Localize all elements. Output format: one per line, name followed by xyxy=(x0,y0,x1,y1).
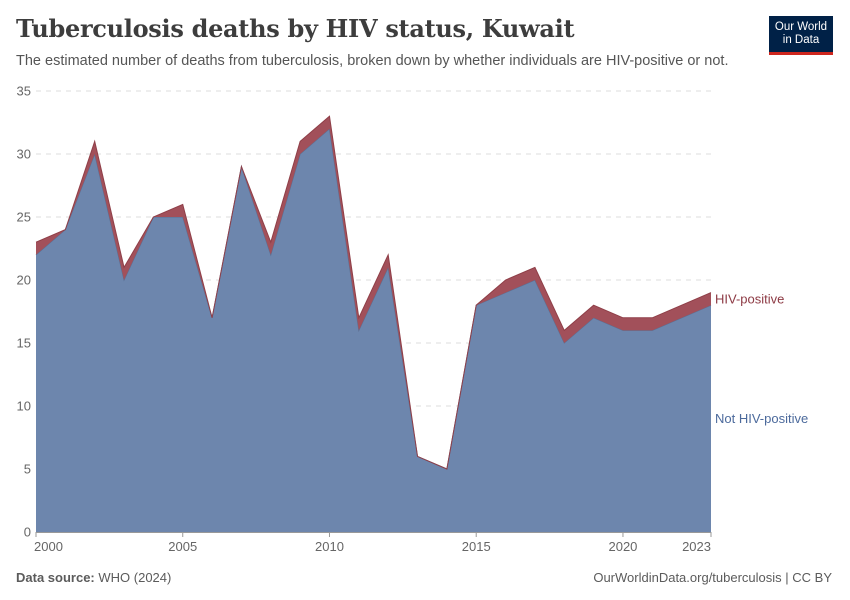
x-tick-label: 2000 xyxy=(34,539,63,554)
logo-line-1: Our World xyxy=(774,21,828,33)
area-layer xyxy=(35,115,712,533)
credit-link[interactable]: OurWorldinData.org/tuberculosis | CC BY xyxy=(593,570,832,585)
x-tick-label: 2015 xyxy=(462,539,491,554)
logo-line-2: in Data xyxy=(782,34,820,46)
y-tick-label: 30 xyxy=(17,147,31,162)
owid-logo[interactable]: Our World in Data xyxy=(769,16,833,55)
line-hiv-positive xyxy=(35,115,712,470)
area-not-hiv-positive[interactable] xyxy=(36,128,711,533)
axis-layer: 0 5 10 15 20 25 30 35 2000 2005 2010 2015 2020 2023 xyxy=(17,84,712,554)
y-tick-label: 20 xyxy=(17,273,31,288)
y-tick-label: 5 xyxy=(24,462,31,477)
series-labels: HIV-positive Not HIV-positive xyxy=(715,291,808,426)
y-tick-label: 15 xyxy=(17,336,31,351)
y-tick-label: 25 xyxy=(17,210,31,225)
area-hiv-positive[interactable] xyxy=(36,116,711,469)
x-tick-label: 2010 xyxy=(315,539,344,554)
chart-title: Tuberculosis deaths by HIV status, Kuwai… xyxy=(16,14,575,43)
data-source: Data source: WHO (2024) xyxy=(16,570,171,585)
chart-subtitle: The estimated number of deaths from tube… xyxy=(16,53,729,69)
y-tick-label: 10 xyxy=(17,399,31,414)
y-tick-label: 0 xyxy=(24,525,31,540)
data-source-label: Data source: xyxy=(16,570,95,585)
x-tick-label: 2020 xyxy=(608,539,637,554)
series-label-not-hiv-positive: Not HIV-positive xyxy=(715,411,808,426)
series-label-hiv-positive: HIV-positive xyxy=(715,291,784,306)
y-tick-label: 35 xyxy=(17,84,31,99)
x-tick-label: 2005 xyxy=(168,539,197,554)
x-tick-label: 2023 xyxy=(682,539,711,554)
data-source-value: WHO (2024) xyxy=(98,570,172,585)
